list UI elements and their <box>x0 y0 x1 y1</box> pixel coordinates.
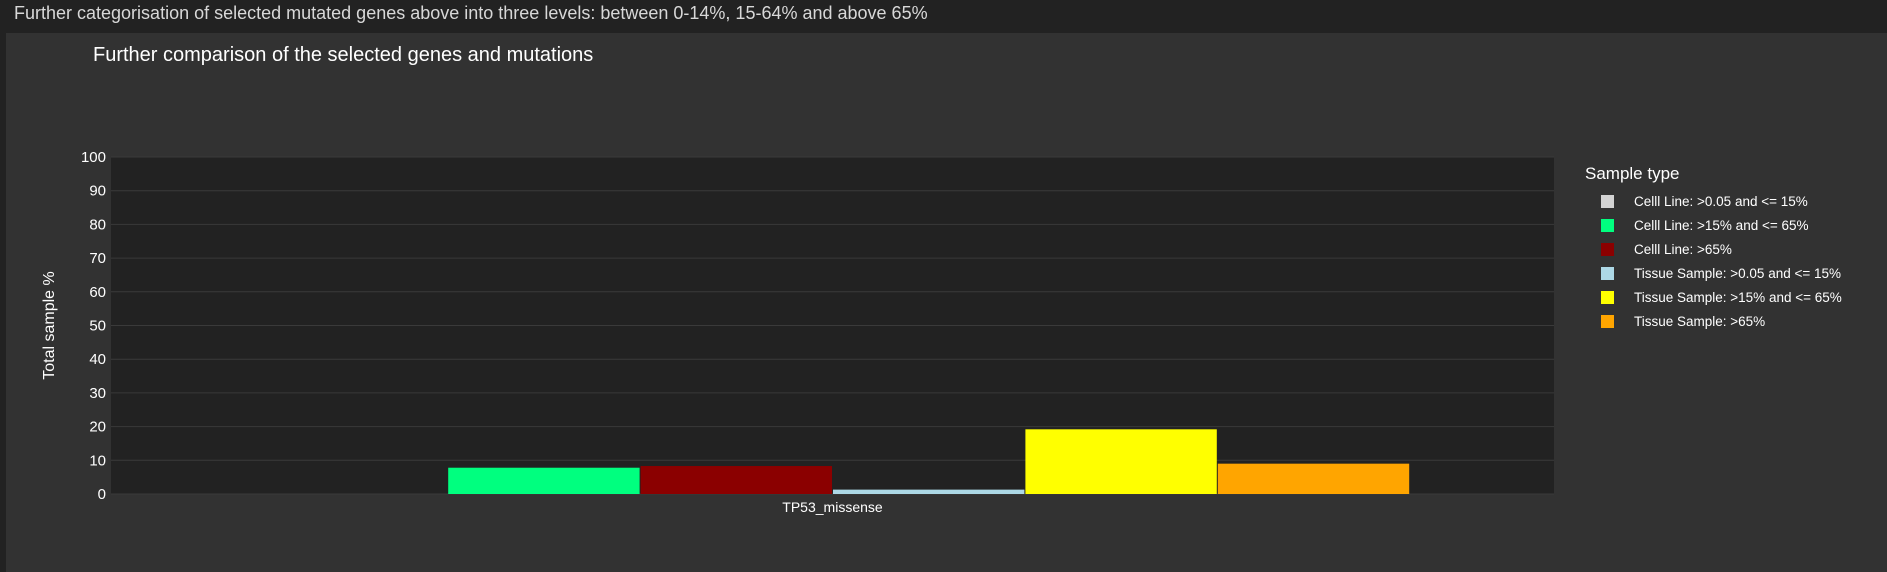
legend-label: Celll Line: >15% and <= 65% <box>1634 217 1809 233</box>
page-header: Further categorisation of selected mutat… <box>14 3 928 23</box>
y-tick-label: 40 <box>89 351 106 368</box>
bar[interactable] <box>1025 429 1217 494</box>
gridlines <box>111 156 1554 495</box>
legend-label: Tissue Sample: >65% <box>1634 313 1766 329</box>
y-tick-label: 10 <box>89 452 106 469</box>
legend-label: Tissue Sample: >0.05 and <= 15% <box>1634 265 1842 281</box>
legend-item[interactable]: Celll Line: >0.05 and <= 15% <box>1601 189 1842 213</box>
y-tick-label: 60 <box>89 284 106 301</box>
legend-label: Tissue Sample: >15% and <= 65% <box>1634 289 1842 305</box>
legend-swatch <box>1601 290 1614 304</box>
chart-title: Further comparison of the selected genes… <box>93 44 594 66</box>
legend-item[interactable]: Celll Line: >15% and <= 65% <box>1601 213 1842 237</box>
legend-item[interactable]: Celll Line: >65% <box>1601 237 1842 261</box>
y-tick-label: 90 <box>89 183 106 200</box>
legend-swatch <box>1601 218 1614 232</box>
y-tick-label: 100 <box>81 149 106 166</box>
legend-swatch <box>1601 242 1614 256</box>
y-axis-label: Total sample % <box>41 271 58 380</box>
y-tick-label: 20 <box>89 419 106 436</box>
y-tick-label: 0 <box>98 486 106 503</box>
y-tick-label: 30 <box>89 385 106 402</box>
legend-swatch <box>1601 314 1614 328</box>
bar[interactable] <box>640 466 832 494</box>
legend-title: Sample type <box>1585 164 1680 183</box>
x-tick-labels: TP53_missense <box>782 499 883 515</box>
y-tick-labels: 0 10 20 30 40 50 60 70 80 90 100 <box>81 149 106 503</box>
x-tick-label: TP53_missense <box>782 499 883 515</box>
legend-item[interactable]: Tissue Sample: >65% <box>1601 309 1842 333</box>
legend-item[interactable]: Tissue Sample: >15% and <= 65% <box>1601 285 1842 309</box>
bar[interactable] <box>448 467 640 494</box>
legend-label: Celll Line: >0.05 and <= 15% <box>1634 193 1808 209</box>
y-tick-label: 50 <box>89 318 106 335</box>
legend-swatch <box>1601 194 1614 208</box>
bars <box>448 429 1410 494</box>
y-tick-label: 70 <box>89 250 106 267</box>
legend-label: Celll Line: >65% <box>1634 241 1732 257</box>
y-tick-label: 80 <box>89 216 106 233</box>
legend-items: Celll Line: >0.05 and <= 15% Celll Line: … <box>1585 189 1842 333</box>
bar[interactable] <box>833 489 1025 494</box>
legend-item[interactable]: Tissue Sample: >0.05 and <= 15% <box>1601 261 1842 285</box>
legend: Sample type Celll Line: >0.05 and <= 15%… <box>1585 164 1842 333</box>
legend-swatch <box>1601 266 1614 280</box>
bar[interactable] <box>1217 463 1410 494</box>
